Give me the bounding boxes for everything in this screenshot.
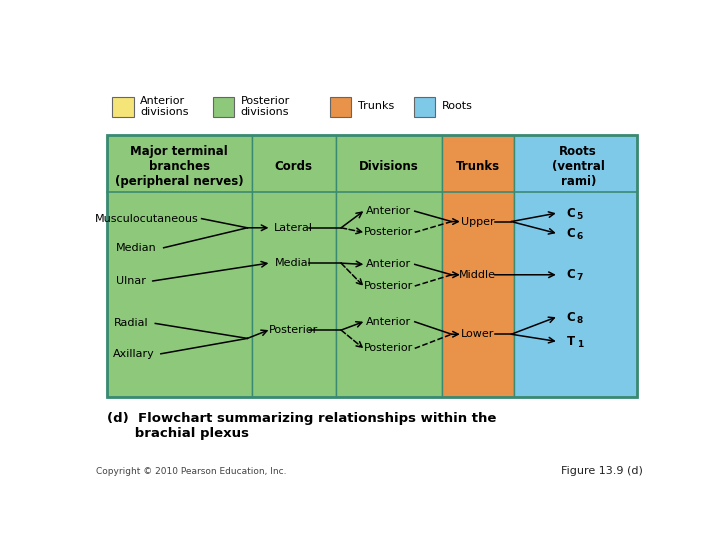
Text: Posterior: Posterior xyxy=(364,343,413,353)
Text: Anterior: Anterior xyxy=(366,206,411,216)
Text: 8: 8 xyxy=(577,316,582,325)
Text: Posterior: Posterior xyxy=(364,227,413,238)
Text: 1: 1 xyxy=(577,340,582,349)
Text: Anterior: Anterior xyxy=(366,259,411,269)
Text: Figure 13.9 (d): Figure 13.9 (d) xyxy=(561,467,642,476)
Text: Anterior
divisions: Anterior divisions xyxy=(140,96,189,117)
Bar xyxy=(514,136,636,397)
Text: Lateral: Lateral xyxy=(274,223,313,233)
Text: Anterior: Anterior xyxy=(366,317,411,327)
Bar xyxy=(107,136,637,397)
Text: Cords: Cords xyxy=(274,160,312,173)
Text: Roots
(ventral
rami): Roots (ventral rami) xyxy=(552,145,605,188)
Text: Medial: Medial xyxy=(275,258,312,268)
Text: Posterior
divisions: Posterior divisions xyxy=(240,96,290,117)
Bar xyxy=(107,136,252,397)
Text: Trunks: Trunks xyxy=(456,160,500,173)
Text: (d)  Flowchart summarizing relationships within the
      brachial plexus: (d) Flowchart summarizing relationships … xyxy=(107,412,496,440)
Text: Divisions: Divisions xyxy=(359,160,418,173)
Text: 5: 5 xyxy=(577,212,582,221)
Text: C: C xyxy=(567,268,575,281)
Text: 7: 7 xyxy=(577,273,583,282)
Text: Middle: Middle xyxy=(459,270,496,280)
Bar xyxy=(330,97,351,117)
Text: 6: 6 xyxy=(577,232,582,241)
Bar xyxy=(112,97,133,117)
Text: Upper: Upper xyxy=(461,217,495,227)
Bar xyxy=(213,97,234,117)
Text: Median: Median xyxy=(116,243,157,253)
Text: Lower: Lower xyxy=(461,329,495,339)
Text: Axillary: Axillary xyxy=(112,349,154,359)
Text: Ulnar: Ulnar xyxy=(116,276,145,286)
Text: Musculocutaneous: Musculocutaneous xyxy=(95,214,199,224)
Text: Posterior: Posterior xyxy=(269,325,318,335)
Bar xyxy=(252,136,336,397)
Text: C: C xyxy=(567,227,575,240)
Text: Trunks: Trunks xyxy=(358,102,394,111)
Text: Posterior: Posterior xyxy=(364,281,413,291)
Text: Copyright © 2010 Pearson Education, Inc.: Copyright © 2010 Pearson Education, Inc. xyxy=(96,468,286,476)
Text: Roots: Roots xyxy=(441,102,472,111)
Text: Major terminal
branches
(peripheral nerves): Major terminal branches (peripheral nerv… xyxy=(115,145,243,188)
Text: C: C xyxy=(567,310,575,323)
Text: Radial: Radial xyxy=(114,319,148,328)
Bar xyxy=(336,136,441,397)
Bar xyxy=(441,136,514,397)
Text: C: C xyxy=(567,207,575,220)
Text: T: T xyxy=(567,335,575,348)
Bar xyxy=(413,97,435,117)
